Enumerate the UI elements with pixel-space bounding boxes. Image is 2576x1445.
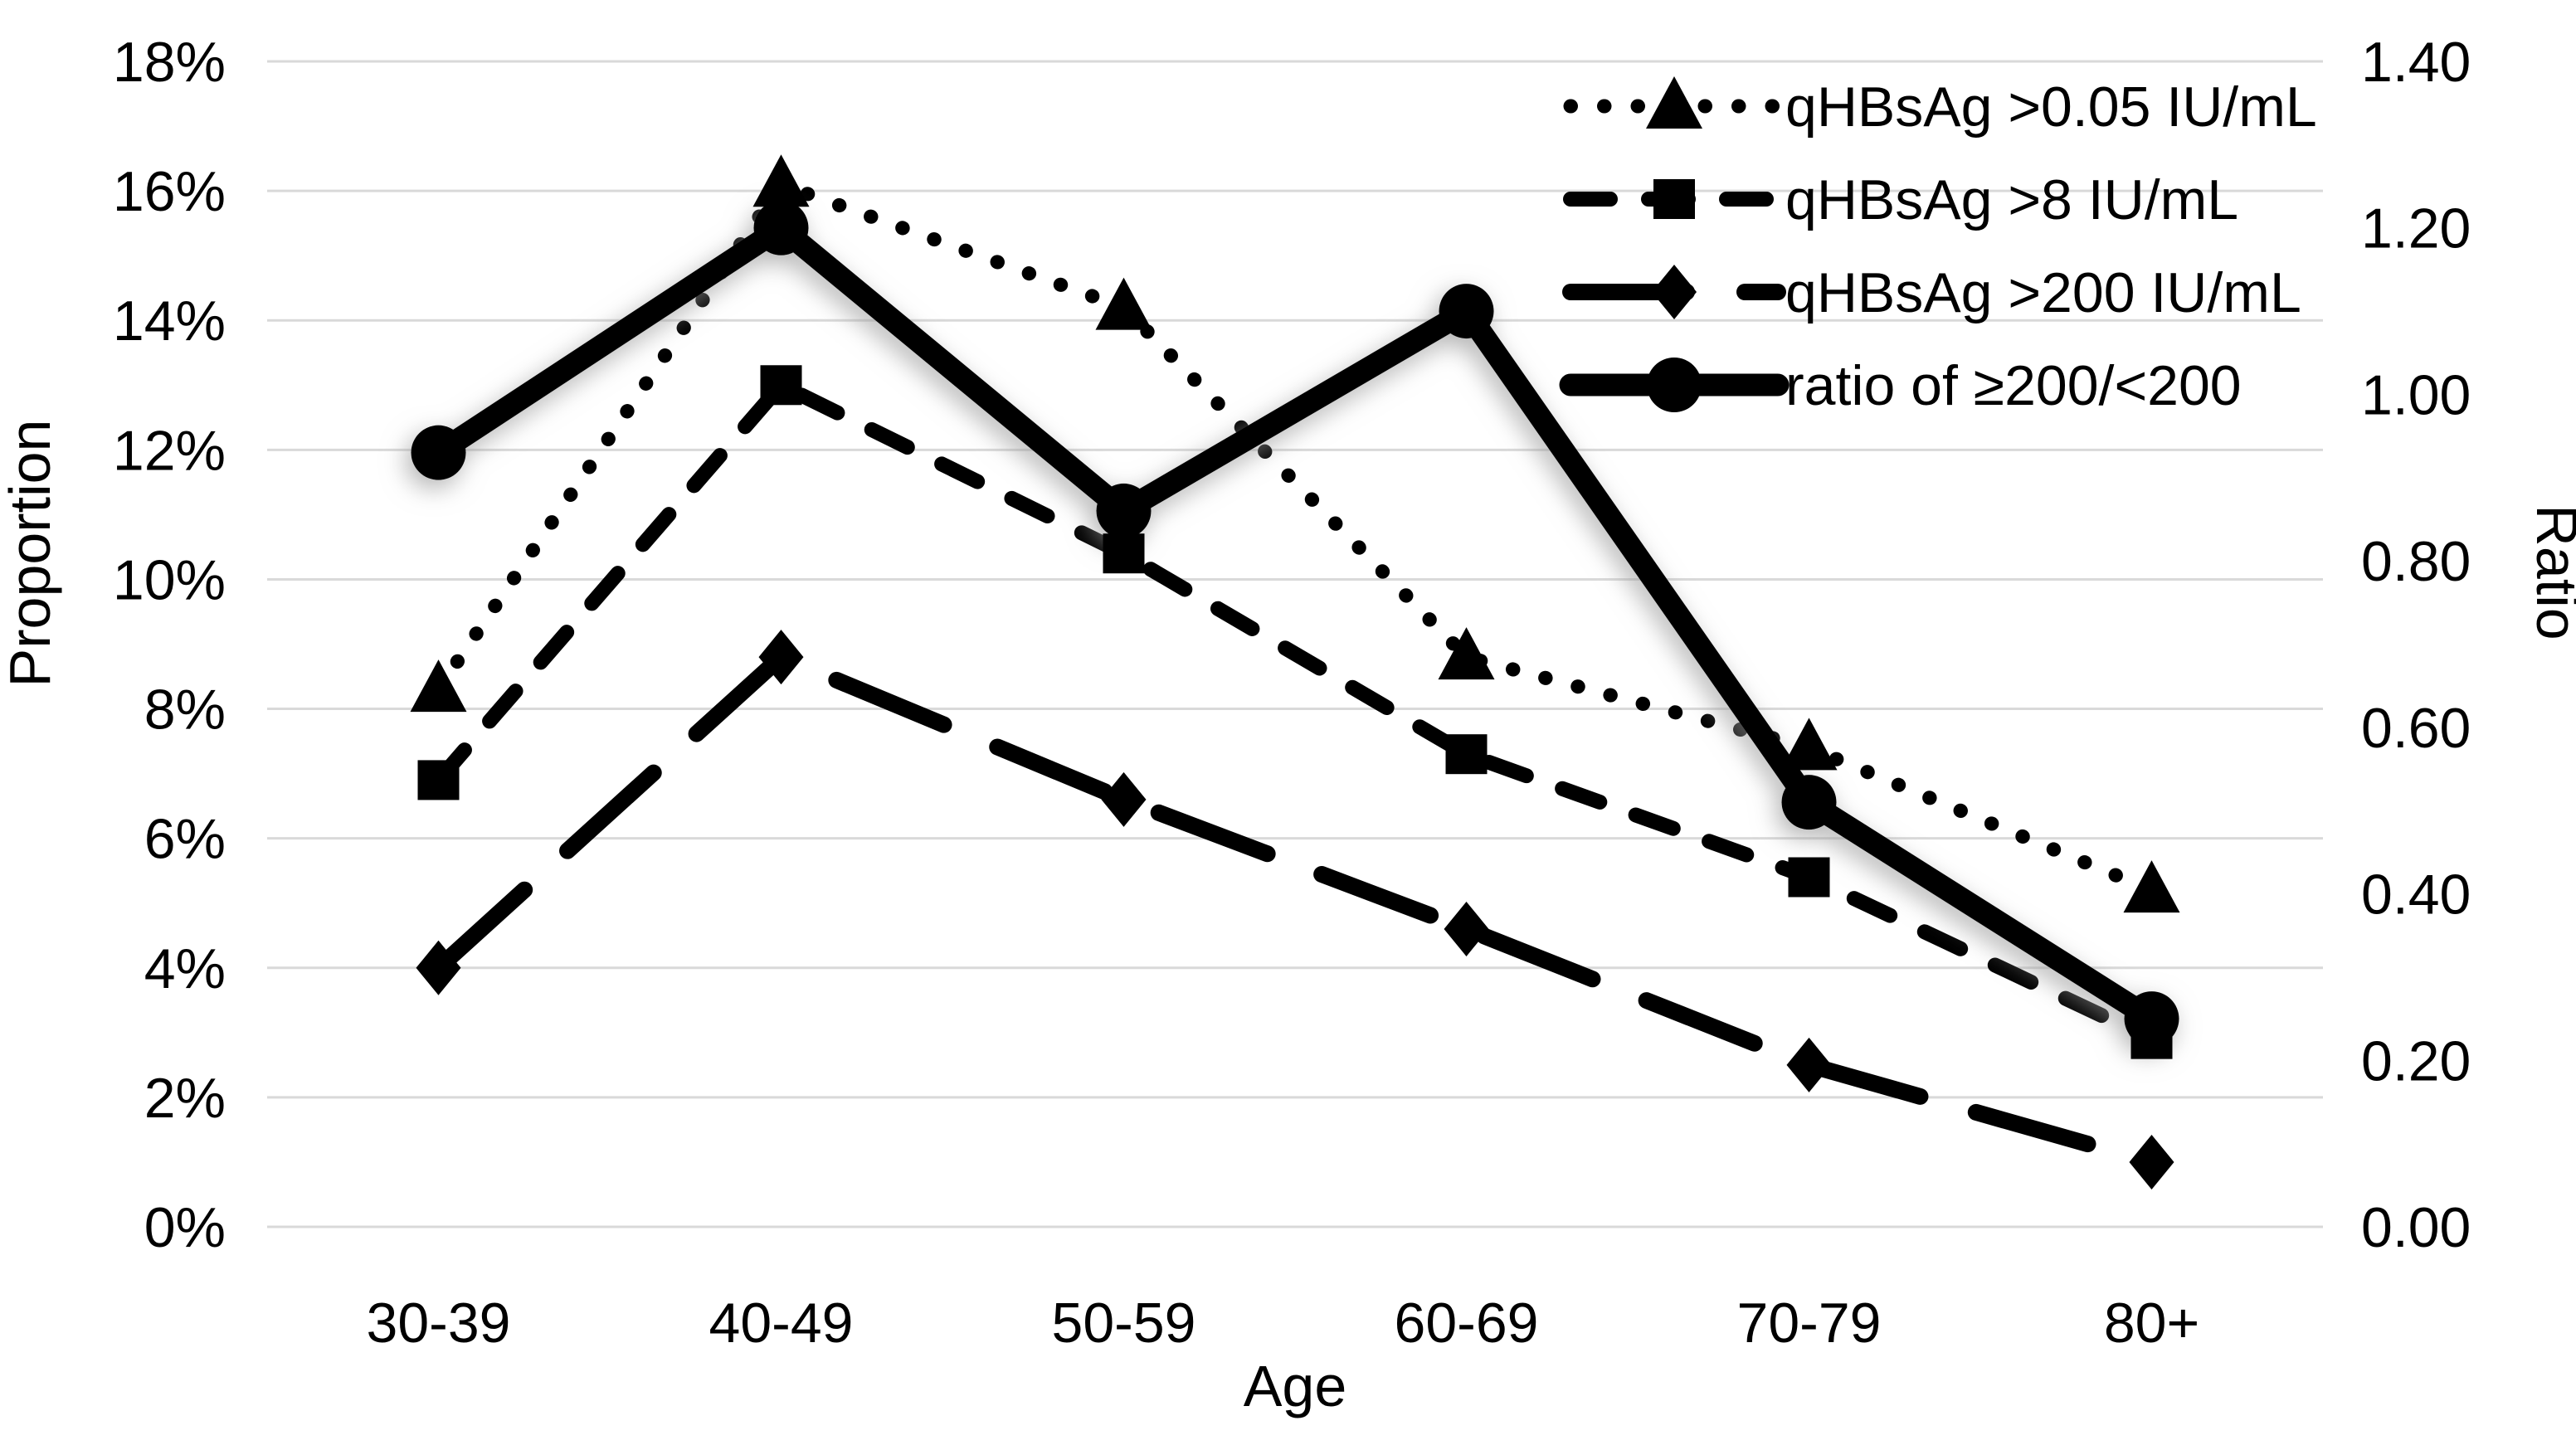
marker-square	[1103, 533, 1145, 574]
marker-circle	[753, 200, 809, 255]
x-axis-title: Age	[1244, 1354, 1347, 1418]
x-axis-tick-label: 30-39	[367, 1292, 511, 1355]
marker-circle	[411, 425, 466, 480]
marker-triangle	[1780, 718, 1838, 771]
marker-diamond	[1101, 771, 1147, 827]
marker-triangle	[410, 659, 467, 713]
left-axis-tick-label: 18%	[113, 31, 226, 94]
left-axis-tick-label: 4%	[144, 937, 226, 1000]
x-axis-ticks: 30-39 40-49 50-59 60-69 70-79 80+	[367, 1292, 2200, 1355]
marker-triangle	[752, 154, 810, 207]
marker-triangle	[1438, 627, 1495, 680]
right-axis-tick-label: 0.80	[2361, 530, 2471, 593]
right-axis-tick-label: 1.20	[2361, 197, 2471, 260]
legend-label: qHBsAg >200 IU/mL	[1785, 261, 2301, 324]
marker-triangle	[1095, 277, 1152, 330]
marker-diamond	[1786, 1037, 1832, 1092]
legend-item: qHBsAg >200 IU/mL	[1562, 261, 2301, 324]
x-axis-tick-label: 40-49	[709, 1292, 854, 1355]
right-axis-ticks: 1.40 1.20 1.00 0.80 0.60 0.40 0.20 0.00	[2361, 31, 2471, 1259]
marker-circle	[1439, 284, 1494, 339]
left-axis-tick-label: 8%	[144, 679, 226, 742]
marker-square	[417, 760, 460, 800]
right-axis-tick-label: 0.40	[2361, 864, 2471, 927]
right-axis-tick-label: 0.00	[2361, 1196, 2471, 1259]
gridlines	[267, 60, 2323, 1228]
legend-label: qHBsAg >8 IU/mL	[1785, 168, 2238, 231]
y-axis-title-right: Ratio	[2525, 504, 2576, 640]
series-markers-square	[417, 365, 2173, 1059]
legend-marker-triangle	[1646, 76, 1702, 129]
marker-diamond	[758, 630, 804, 685]
series-line-diamond	[430, 649, 2160, 1170]
right-axis-tick-label: 1.40	[2361, 31, 2471, 94]
left-axis-tick-label: 2%	[144, 1067, 226, 1130]
legend-label: ratio of ≥200/<200	[1785, 354, 2242, 417]
right-axis-tick-label: 0.60	[2361, 697, 2471, 760]
legend: qHBsAg >0.05 IU/mL qHBsAg >8 IU/mL qHBsAg …	[1559, 75, 2317, 417]
left-axis-tick-label: 6%	[144, 808, 226, 871]
left-axis-tick-label: 10%	[113, 548, 226, 611]
legend-marker-circle	[1647, 358, 1702, 412]
marker-triangle	[2123, 860, 2180, 913]
marker-square	[760, 365, 802, 406]
marker-square	[1788, 857, 1830, 898]
marker-circle	[1781, 775, 1837, 830]
marker-diamond	[416, 940, 461, 995]
left-axis-tick-label: 0%	[144, 1196, 226, 1259]
legend-item: qHBsAg >8 IU/mL	[1563, 168, 2238, 231]
legend-marker-square	[1653, 179, 1695, 219]
left-axis-tick-label: 12%	[113, 419, 226, 482]
right-axis-tick-label: 1.00	[2361, 363, 2471, 426]
x-axis-tick-label: 80+	[2104, 1292, 2199, 1355]
series-markers-diamond	[416, 630, 2174, 1190]
series-line-square	[431, 377, 2160, 1047]
left-axis-ticks: 18% 16% 14% 12% 10% 8% 6% 4% 2% 0%	[113, 31, 226, 1259]
series-markers-triangle	[410, 154, 2180, 913]
marker-diamond	[1444, 901, 1489, 956]
legend-label: qHBsAg >0.05 IU/mL	[1785, 75, 2317, 139]
x-axis-tick-label: 50-59	[1052, 1292, 1196, 1355]
legend-item: ratio of ≥200/<200	[1559, 354, 2242, 417]
marker-circle	[1096, 483, 1152, 538]
y-axis-title-left: Proportion	[0, 420, 62, 688]
right-axis-tick-label: 0.20	[2361, 1029, 2471, 1092]
marker-square	[2130, 1019, 2173, 1059]
x-axis-tick-label: 70-79	[1737, 1292, 1882, 1355]
left-axis-tick-label: 16%	[113, 160, 226, 223]
legend-item: qHBsAg >0.05 IU/mL	[1563, 75, 2317, 139]
x-axis-tick-label: 60-69	[1395, 1292, 1539, 1355]
marker-diamond	[2129, 1134, 2174, 1190]
series-ratio	[411, 200, 2179, 1047]
marker-square	[1445, 734, 1488, 775]
left-axis-tick-label: 14%	[113, 289, 226, 353]
legend-marker-diamond	[1652, 265, 1697, 319]
